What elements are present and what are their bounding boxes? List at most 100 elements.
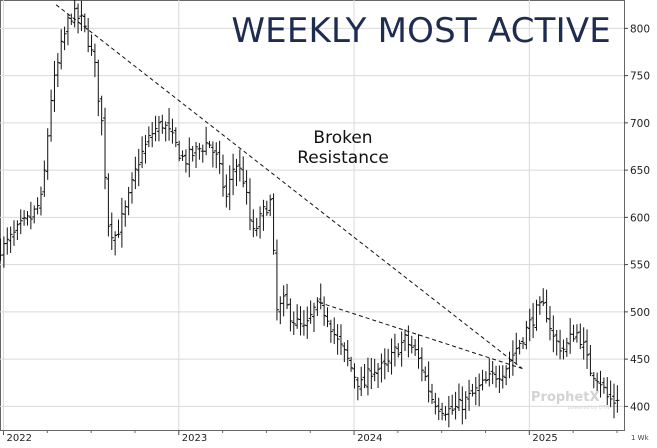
ohlc-bar bbox=[12, 220, 17, 246]
ohlc-bar bbox=[322, 296, 327, 326]
ohlc-bar bbox=[28, 201, 33, 230]
ohlc-bar bbox=[204, 126, 209, 156]
ohlc-bar bbox=[72, 0, 77, 28]
ohlc-bar bbox=[62, 26, 67, 51]
y-tick-label: 450 bbox=[630, 354, 650, 366]
ohlc-bar bbox=[595, 372, 600, 394]
ohlc-bar bbox=[436, 397, 441, 421]
ohlc-bar bbox=[241, 156, 246, 188]
ohlc-bar bbox=[109, 212, 114, 251]
ohlc-bar bbox=[520, 337, 525, 350]
ohlc-bar bbox=[612, 383, 617, 419]
ohlc-bar bbox=[591, 372, 596, 389]
ohlc-bar bbox=[564, 337, 569, 357]
ohlc-bar bbox=[96, 59, 101, 117]
y-tick-label: 500 bbox=[630, 307, 650, 319]
ohlc-bar bbox=[274, 239, 279, 321]
ohlc-bar bbox=[554, 329, 559, 356]
ohlc-bar bbox=[247, 178, 252, 231]
ohlc-bar bbox=[312, 302, 317, 332]
x-tick-label: 2022 bbox=[7, 433, 32, 444]
ohlc-bar bbox=[237, 149, 242, 182]
ohlc-bar bbox=[295, 304, 300, 329]
ohlc-bar bbox=[217, 140, 222, 174]
ohlc-bar bbox=[325, 307, 330, 328]
chart-title: WEEKLY MOST ACTIVE bbox=[231, 11, 611, 51]
x-tick-label: 2023 bbox=[182, 433, 207, 444]
ohlc-bar bbox=[338, 324, 343, 355]
ohlc-bar bbox=[140, 136, 145, 169]
ohlc-bar bbox=[352, 363, 357, 389]
ohlc-bar bbox=[426, 361, 431, 403]
y-tick-label: 400 bbox=[630, 401, 650, 413]
ohlc-bar bbox=[315, 297, 320, 316]
watermark-brand: ProphetX bbox=[531, 390, 600, 405]
ohlc-bar bbox=[382, 348, 387, 380]
ohlc-bar bbox=[180, 150, 185, 161]
ohlc-bar bbox=[524, 320, 529, 350]
ohlc-bar bbox=[477, 373, 482, 407]
ohlc-bar bbox=[359, 366, 364, 397]
ohlc-bar bbox=[605, 377, 610, 405]
ohlc-bar bbox=[76, 3, 81, 34]
ohlc-bar bbox=[146, 126, 151, 148]
ohlc-bar bbox=[15, 220, 20, 241]
ohlc-bar bbox=[487, 358, 492, 387]
ohlc-bar bbox=[8, 226, 13, 253]
watermark-sub: powered by DTN bbox=[568, 405, 610, 411]
ohlc-bar bbox=[517, 339, 522, 355]
ohlc-bar bbox=[581, 327, 586, 360]
x-tick-label: 2024 bbox=[357, 433, 382, 444]
ohlc-bar bbox=[362, 363, 367, 389]
ohlc-bar bbox=[103, 107, 108, 190]
ohlc-bar bbox=[281, 285, 286, 317]
ohlc-bar bbox=[328, 319, 333, 343]
ohlc-bar bbox=[251, 209, 256, 238]
ohlc-bar bbox=[490, 361, 495, 385]
ohlc-bar bbox=[264, 200, 269, 216]
ohlc-bar bbox=[197, 143, 202, 160]
ohlc-bar bbox=[578, 323, 583, 350]
ohlc-bar bbox=[207, 140, 212, 148]
ohlc-bar bbox=[456, 383, 461, 411]
trendline-1 bbox=[55, 4, 523, 369]
y-tick-label: 650 bbox=[630, 165, 650, 177]
ohlc-bar bbox=[403, 329, 408, 352]
ohlc-bar bbox=[156, 115, 161, 142]
ohlc-bar bbox=[541, 288, 546, 307]
ohlc-bar bbox=[143, 134, 148, 164]
trendline-2 bbox=[318, 301, 523, 370]
ohlc-bar bbox=[258, 206, 263, 239]
ohlc-bar bbox=[231, 153, 236, 196]
ohlc-bar bbox=[598, 370, 603, 398]
ohlc-bar bbox=[588, 344, 593, 377]
ohlc-bar bbox=[136, 148, 141, 187]
ohlc-bar bbox=[288, 298, 293, 332]
ohlc-bar bbox=[35, 197, 40, 215]
ohlc-bar bbox=[106, 173, 111, 237]
ohlc-bar bbox=[601, 377, 606, 394]
ohlc-bar bbox=[507, 351, 512, 379]
ohlc-bar bbox=[173, 127, 178, 148]
ohlc-bar bbox=[551, 315, 556, 353]
ohlc-bar bbox=[372, 358, 377, 382]
ohlc-bar bbox=[429, 383, 434, 404]
y-tick-label: 700 bbox=[630, 118, 650, 130]
ohlc-bar bbox=[392, 333, 397, 367]
ohlc-bar bbox=[133, 156, 138, 190]
ohlc-bar bbox=[123, 200, 128, 227]
ohlc-bar bbox=[163, 121, 168, 142]
ohlc-bar bbox=[38, 186, 43, 216]
ohlc-bar bbox=[396, 343, 401, 358]
ohlc-bar bbox=[254, 217, 259, 237]
ohlc-bar bbox=[99, 95, 104, 136]
ohlc-bar bbox=[349, 356, 354, 372]
ohlc-bar bbox=[544, 289, 549, 323]
ohlc-bar bbox=[55, 53, 60, 88]
ohlc-bar bbox=[399, 331, 404, 367]
annotation-line-2: Resistance bbox=[297, 148, 389, 168]
ohlc-bar bbox=[65, 13, 70, 46]
ohlc-bar bbox=[379, 353, 384, 383]
y-tick-label: 600 bbox=[630, 212, 650, 224]
ohlc-bar bbox=[113, 231, 118, 256]
